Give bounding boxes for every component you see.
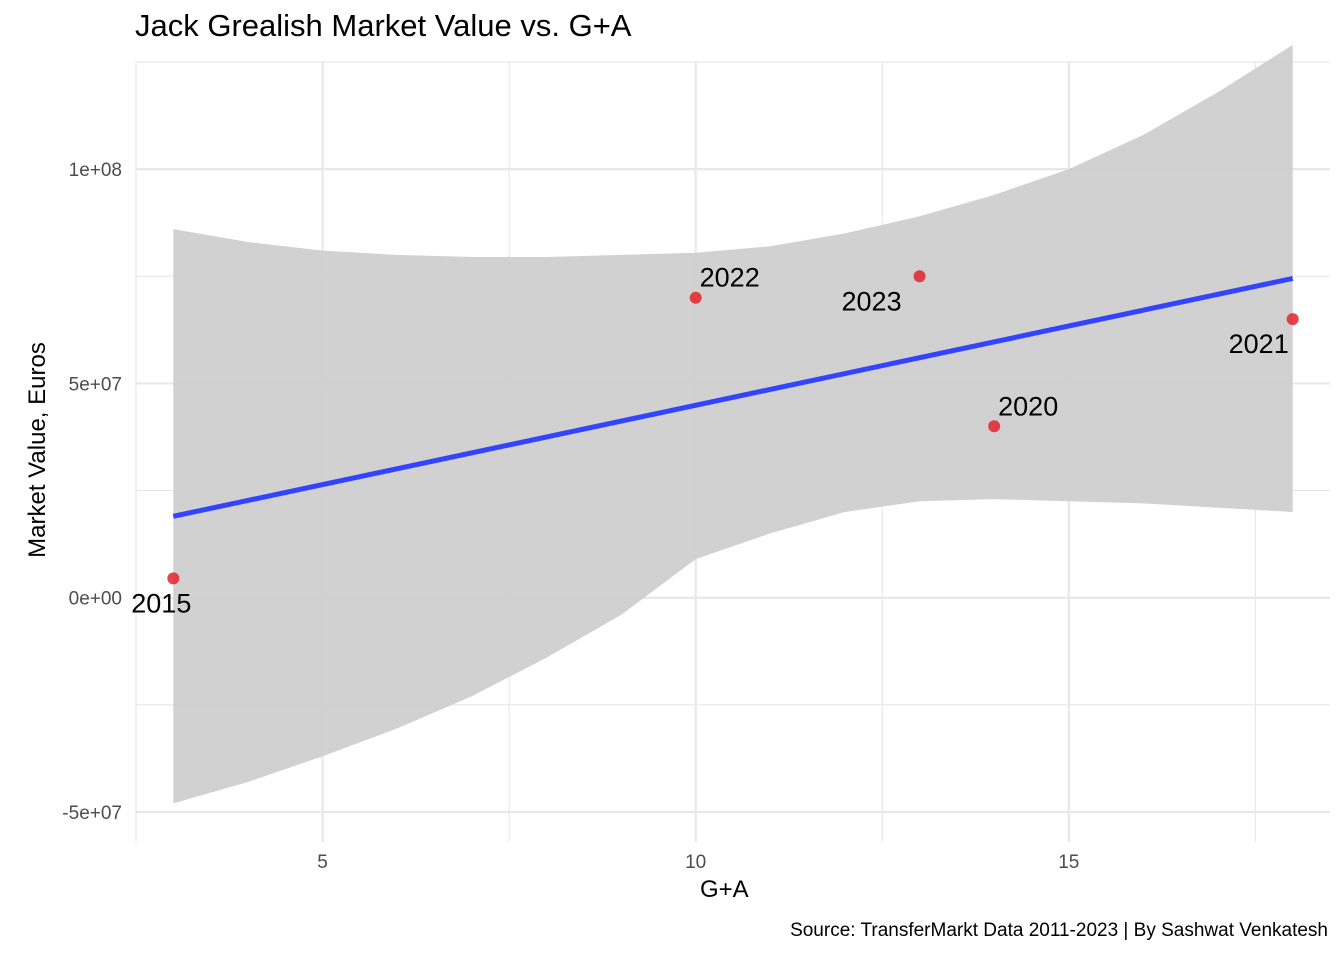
point-label-2023: 2023 — [842, 286, 902, 316]
data-point-2021 — [1286, 313, 1299, 326]
data-point-2020 — [988, 420, 1001, 433]
x-axis-label: G+A — [700, 876, 749, 903]
chart-title: Jack Grealish Market Value vs. G+A — [135, 8, 632, 43]
point-label-2020: 2020 — [998, 391, 1058, 421]
axis-ticks-layer: 5 10 15 -5e+07 0e+00 5e+07 1e+08 — [62, 160, 1079, 873]
x-tick-label: 10 — [685, 852, 706, 873]
x-tick-label: 5 — [317, 852, 328, 873]
data-point-2015 — [167, 572, 180, 585]
point-label-2015: 2015 — [131, 588, 191, 618]
point-label-2022: 2022 — [700, 263, 760, 293]
data-point-2023 — [913, 270, 926, 283]
y-tick-label: 1e+08 — [69, 160, 122, 181]
y-tick-label: 0e+00 — [69, 589, 122, 610]
trend-line-layer — [172, 275, 1294, 519]
trend-line — [172, 275, 1294, 519]
y-axis-label: Market Value, Euros — [24, 342, 51, 558]
y-tick-label: -5e+07 — [62, 803, 122, 824]
y-tick-label: 5e+07 — [69, 374, 122, 395]
points-layer — [167, 270, 1299, 585]
confidence-band — [173, 44, 1293, 804]
point-labels-layer: 2015 2022 2023 2020 2021 — [131, 263, 1288, 619]
data-point-2022 — [689, 291, 702, 304]
confidence-band-layer — [173, 44, 1293, 804]
point-label-2021: 2021 — [1229, 329, 1289, 359]
x-tick-label: 15 — [1058, 852, 1079, 873]
chart-caption: Source: TransferMarkt Data 2011-2023 | B… — [790, 920, 1328, 941]
